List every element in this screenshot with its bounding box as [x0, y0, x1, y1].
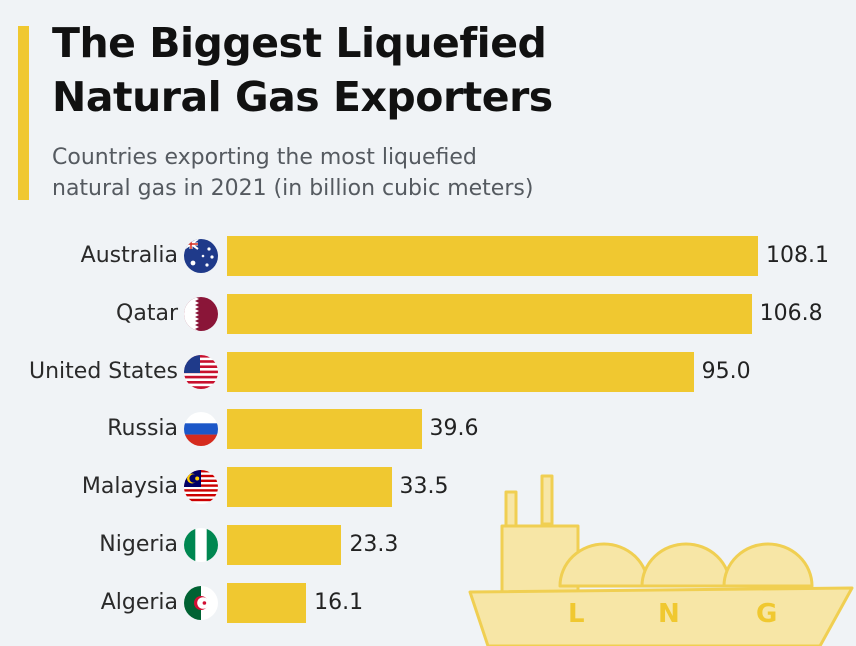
category-label-nigeria: Nigeria [99, 532, 178, 557]
bar-malaysia [227, 467, 392, 507]
bar-australia [227, 236, 758, 276]
title-line-2: Natural Gas Exporters [52, 73, 553, 121]
subtitle-line-1: Countries exporting the most liquefied [52, 145, 477, 170]
value-label-qatar: 106.8 [759, 301, 823, 326]
subtitle-line-2: natural gas in 2021 (in billion cubic me… [52, 176, 534, 201]
value-label-nigeria: 23.3 [349, 532, 399, 557]
malaysia-flag-icon [184, 470, 218, 504]
chart-subtitle: Countries exporting the most liquefied n… [52, 142, 533, 204]
australia-flag-icon [184, 239, 218, 273]
value-label-australia: 108.1 [766, 243, 829, 268]
title-accent-bar [18, 26, 29, 200]
category-label-algeria: Algeria [100, 590, 178, 615]
bar-nigeria [227, 525, 342, 565]
chart-title: The Biggest Liquefied Natural Gas Export… [52, 16, 553, 124]
ship-letter-l: L [568, 599, 585, 629]
qatar-flag-icon [184, 297, 218, 331]
ship-letter-g: G [756, 599, 777, 629]
lng-ship-illustration: L N G [468, 474, 854, 646]
category-label-united-states: United States [29, 359, 178, 384]
value-label-malaysia: 33.5 [399, 474, 449, 499]
category-label-australia: Australia [80, 243, 178, 268]
russia-flag-icon [184, 412, 218, 446]
category-label-russia: Russia [107, 416, 178, 441]
nigeria-flag-icon [184, 528, 218, 562]
bar-russia [227, 409, 422, 449]
value-label-russia: 39.6 [429, 416, 479, 441]
algeria-flag-icon [184, 586, 218, 620]
title-line-1: The Biggest Liquefied [52, 19, 547, 67]
united-states-flag-icon [184, 355, 218, 389]
bar-united-states [227, 352, 694, 392]
value-label-united-states: 95.0 [701, 359, 751, 384]
bar-algeria [227, 583, 307, 623]
value-label-algeria: 16.1 [314, 590, 364, 615]
bar-qatar [227, 294, 752, 334]
ship-letter-n: N [658, 599, 680, 629]
category-label-malaysia: Malaysia [81, 474, 178, 499]
category-label-qatar: Qatar [116, 301, 178, 326]
